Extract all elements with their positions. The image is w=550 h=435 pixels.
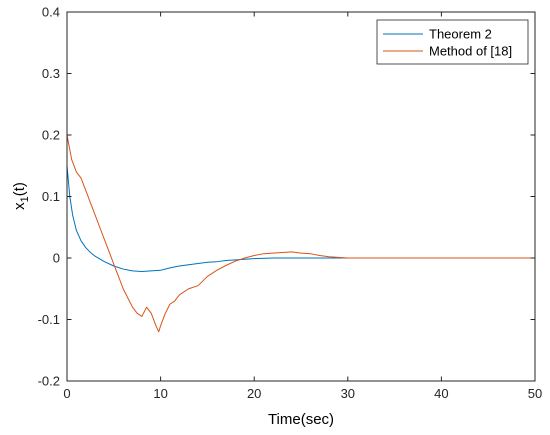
legend: Theorem 2 Method of [18] <box>376 19 529 65</box>
series-line-1 <box>66 134 535 333</box>
series-layer <box>66 134 535 333</box>
x-tick-label: 20 <box>247 386 261 401</box>
legend-label-theorem-2: Theorem 2 <box>429 27 492 42</box>
y-axis-label-subscript: 1 <box>19 196 31 202</box>
y-axis-label-main: x <box>11 202 28 210</box>
x-tick-label: 10 <box>153 386 167 401</box>
plot-background <box>67 12 535 381</box>
y-tick-label: 0 <box>53 251 60 266</box>
x-tick-label: 0 <box>63 386 70 401</box>
y-tick-label: 0.2 <box>42 128 60 143</box>
x-tick-label: 50 <box>528 386 542 401</box>
x-tick-label: 30 <box>341 386 355 401</box>
y-tick-label: 0.4 <box>42 5 60 20</box>
tick-layer: 0 10 20 30 40 50 -0.2 -0.1 0 0.1 0.2 0.3 0.4 <box>38 5 543 402</box>
series-line-0 <box>66 165 535 273</box>
legend-label-method-of-18: Method of [18] <box>429 44 512 59</box>
y-tick-label: -0.2 <box>38 374 60 389</box>
y-tick-label: 0.3 <box>42 66 60 81</box>
x-tick-label: 40 <box>434 386 448 401</box>
y-tick-label: -0.1 <box>38 312 60 327</box>
y-axis-label-tail: (t) <box>11 182 28 196</box>
x-axis-label: Time(sec) <box>268 411 334 428</box>
y-axis-label: x1(t) <box>11 182 31 210</box>
legend-box <box>376 19 529 65</box>
y-tick-label: 0.1 <box>42 189 60 204</box>
